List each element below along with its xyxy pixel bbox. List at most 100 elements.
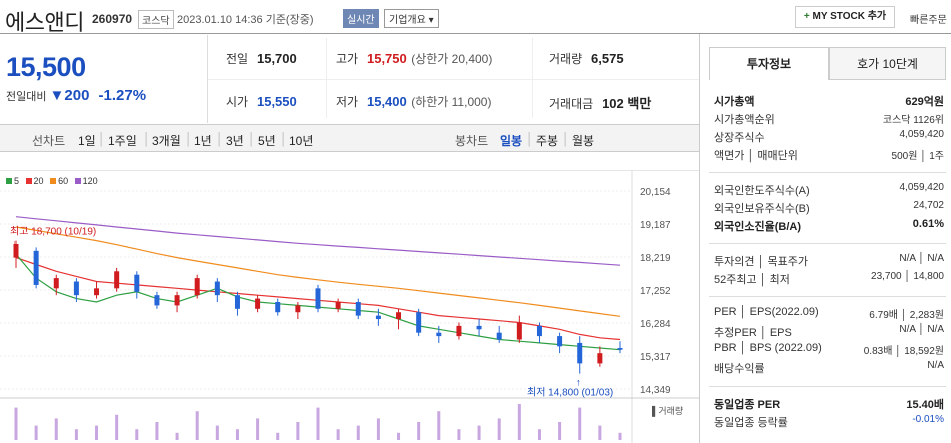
- info-value: 24,702: [913, 200, 944, 211]
- info-row: 시가총액 629억원: [714, 93, 944, 110]
- info-label: 배당수익률: [714, 363, 765, 375]
- info-row: 52주최고 │ 최저 23,700 │ 14,800: [714, 271, 944, 288]
- price-chart[interactable]: 20,154 19,187 18,219 17,252 16,284 15,317 14,3…: [0, 170, 699, 443]
- ma-legend: 5 20 60 120: [2, 176, 98, 186]
- candle-body: [375, 315, 381, 320]
- info-label: 추정PER │ EPS: [714, 327, 792, 339]
- candle-body: [13, 244, 19, 258]
- info-row: 배당수익률 N/A: [714, 360, 944, 377]
- info-value: -0.01%: [912, 414, 944, 425]
- info-label: 시가총액순위: [714, 114, 775, 126]
- down-arrow-icon: ▼: [49, 87, 65, 104]
- volume-bar: [54, 418, 58, 440]
- y-tick-label: 15,317: [640, 352, 671, 363]
- info-row: 외국인한도주식수(A) 4,059,420: [714, 182, 944, 199]
- candle-tab-daily[interactable]: 일봉: [500, 134, 523, 148]
- candle-body: [396, 312, 402, 320]
- info-row: PBR │ BPS (2022.09) 0.83배 │ 18,592원: [714, 342, 944, 359]
- info-row: 동일업종 PER 15.40배: [714, 396, 944, 413]
- period-tab-1w[interactable]: 1주일: [108, 134, 137, 148]
- info-value: 0.83배 │ 18,592원: [863, 346, 944, 357]
- info-row: 액면가 │ 매매단위 500원 │ 1주: [714, 147, 944, 164]
- candle-tab-weekly[interactable]: 주봉: [536, 134, 559, 148]
- period-tab-10y[interactable]: 10년: [289, 134, 314, 148]
- candle-body: [275, 301, 281, 313]
- info-value: 코스닥 1126위: [882, 115, 944, 126]
- stock-code: 260970: [92, 12, 133, 26]
- candle-body: [557, 336, 563, 347]
- candle-body: [114, 271, 120, 289]
- candle-body: [476, 325, 482, 330]
- line-chart-label: 선차트: [32, 134, 66, 148]
- info-label: 외국인보유주식수(B): [714, 203, 810, 215]
- volume-bar: [477, 425, 481, 440]
- change-percent: -1.27%: [98, 87, 147, 104]
- period-tab-1d[interactable]: 1일: [78, 134, 96, 148]
- candle-body: [315, 288, 321, 309]
- candle-body: [436, 332, 442, 337]
- candle-body: [154, 295, 160, 306]
- info-value: 500원 │ 1주: [891, 151, 944, 162]
- mystock-label: MY STOCK 추가: [812, 11, 887, 22]
- tab-investment-info[interactable]: 투자정보: [709, 47, 829, 80]
- candle-body: [516, 322, 522, 340]
- period-tab-3y[interactable]: 3년: [226, 134, 244, 148]
- info-label: 52주최고 │ 최저: [714, 274, 790, 286]
- ma-line-60: [15, 226, 621, 317]
- candle-body: [617, 348, 623, 350]
- info-value: 629억원: [905, 96, 944, 108]
- period-tab-5y[interactable]: 5년: [258, 134, 276, 148]
- mystock-add-button[interactable]: + MY STOCK 추가: [795, 6, 895, 28]
- volume-bar: [34, 425, 38, 440]
- tab-orderbook[interactable]: 호가 10단계: [829, 47, 946, 80]
- legend-ma60: 60: [58, 176, 69, 186]
- info-value: 4,059,420: [899, 129, 945, 140]
- candle-body: [234, 295, 240, 309]
- low-arrow-icon: ↑: [576, 378, 581, 389]
- info-label: PBR │ BPS (2022.09): [714, 342, 822, 354]
- volume-label: ▌거래량: [652, 405, 683, 417]
- candle-body: [94, 288, 100, 296]
- candle-body: [597, 353, 603, 364]
- period-tab-3m[interactable]: 3개월: [152, 134, 181, 148]
- period-tab-1y[interactable]: 1년: [194, 134, 212, 148]
- y-tick-label: 14,349: [640, 385, 671, 396]
- candle-body: [134, 274, 140, 292]
- trade-amount: 거래대금 102 백만: [549, 96, 652, 111]
- candle-body: [355, 301, 361, 316]
- plus-icon: +: [803, 11, 810, 22]
- quick-order-link[interactable]: 빠른주문: [910, 15, 947, 26]
- volume-bar: [115, 414, 119, 440]
- info-label: 동일업종 PER: [714, 399, 781, 411]
- candle-body: [255, 298, 261, 309]
- volume-bar: [235, 429, 239, 440]
- legend-ma120: 120: [82, 176, 98, 186]
- company-overview-select[interactable]: 기업개요 ▾: [384, 9, 439, 28]
- realtime-badge[interactable]: 실시간: [343, 9, 379, 28]
- high-annotation: 최고 18,700 (10/19): [10, 226, 96, 238]
- low-price: 저가 15,400 (하한가 11,000): [336, 94, 492, 109]
- volume-bar: [618, 432, 622, 440]
- info-label: 동일업종 등락률: [714, 417, 788, 429]
- volume-bar: [195, 411, 199, 440]
- info-row: 외국인보유주식수(B) 24,702: [714, 200, 944, 217]
- candle-body: [456, 325, 462, 337]
- volume-bar: [296, 422, 300, 440]
- volume-bar: [417, 422, 421, 440]
- info-value: 6.79배 │ 2,283원: [869, 310, 944, 321]
- info-value: 0.61%: [912, 218, 944, 230]
- info-row: 동일업종 등락률 -0.01%: [714, 414, 944, 431]
- info-value: 23,700 │ 14,800: [871, 271, 944, 282]
- prev-close: 전일 15,700: [226, 51, 297, 66]
- info-value: N/A │ N/A: [899, 324, 944, 335]
- candle-tab-monthly[interactable]: 월봉: [572, 134, 595, 148]
- volume-bar: [95, 425, 99, 440]
- info-label: 액면가 │ 매매단위: [714, 150, 798, 162]
- y-tick-label: 16,284: [640, 319, 671, 330]
- candle-body: [536, 325, 542, 337]
- volume-bar: [558, 422, 562, 440]
- info-row: PER │ EPS(2022.09) 6.79배 │ 2,283원: [714, 306, 944, 323]
- candle-body: [496, 332, 502, 340]
- volume-bar: [376, 418, 380, 440]
- info-label: 시가총액: [714, 96, 755, 108]
